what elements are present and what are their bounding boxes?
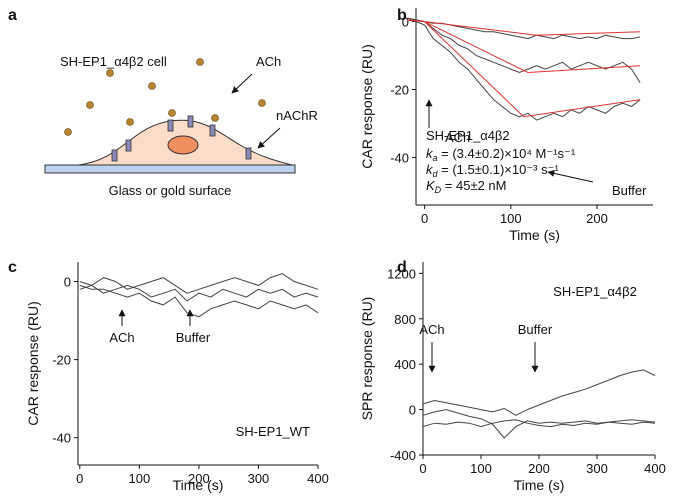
parameter: KD = 45±2 nM [426, 178, 506, 195]
series-line [422, 419, 656, 428]
x-tick-label: 200 [528, 461, 550, 476]
x-axis-title: Time (s) [173, 477, 224, 493]
y-tick-label: 400 [394, 357, 416, 372]
y-tick-label: -40 [390, 150, 409, 165]
nucleus [167, 135, 199, 155]
parameter: ka = (3.4±0.2)×10⁴ M⁻¹s⁻¹ [426, 146, 576, 163]
x-tick-label: 0 [419, 461, 426, 476]
annotation: ACh [445, 130, 470, 145]
y-tick-label: -400 [390, 448, 416, 463]
series-line [407, 17, 641, 83]
annotation: ACh [419, 322, 444, 337]
y-tick-label: 0 [409, 403, 416, 418]
parameter-value: = (1.5±0.1)×10⁻³ s⁻¹ [438, 162, 560, 177]
x-axis-title: Time (s) [509, 227, 560, 243]
y-tick-label: 800 [394, 312, 416, 327]
y-axis-title: CAR response (RU) [25, 301, 41, 425]
annotation: SH-EP1_α4β2 [426, 128, 510, 143]
y-tick-label: 1200 [387, 266, 416, 281]
surface-label: Glass or gold surface [109, 183, 232, 198]
y-tick-label: 0 [402, 15, 409, 30]
parameter-value: = 45±2 nM [441, 178, 506, 193]
parameter-value: = (3.4±0.2)×10⁴ M⁻¹s⁻¹ [438, 146, 576, 161]
x-tick-label: 0 [421, 211, 428, 226]
x-axis-title: Time (s) [514, 477, 565, 493]
receptor-label: nAChR [276, 108, 318, 123]
y-tick-label: -20 [52, 353, 71, 368]
annotation: Buffer [612, 183, 647, 198]
panel-label: a [8, 7, 17, 24]
annotation: Buffer [176, 330, 211, 345]
annotation: ACh [109, 330, 134, 345]
arrow [231, 73, 253, 94]
x-tick-label: 200 [188, 471, 210, 486]
series-line [79, 273, 319, 294]
x-tick-label: 100 [500, 211, 522, 226]
x-tick-label: 0 [76, 471, 83, 486]
panel-label: d [397, 259, 407, 276]
series-line [79, 284, 319, 318]
surface [44, 164, 296, 174]
panel-label: c [8, 259, 17, 276]
series-line [79, 284, 319, 302]
annotation: Buffer [518, 322, 553, 337]
y-tick-label: 0 [64, 275, 71, 290]
cell-label: SH-EP1_α4β2 cell [60, 54, 167, 69]
series-line [422, 369, 656, 416]
x-tick-label: 100 [470, 461, 492, 476]
series-line [407, 19, 641, 36]
x-tick-label: 400 [307, 471, 329, 486]
symbol: k [426, 146, 434, 161]
x-tick-label: 200 [586, 211, 608, 226]
panel-label: b [397, 7, 407, 24]
subscript: a [433, 153, 438, 163]
ligands [64, 58, 266, 136]
arrow [257, 127, 281, 149]
arrow [547, 169, 594, 183]
x-tick-label: 100 [128, 471, 150, 486]
annotation: SH-EP1_WT [236, 424, 310, 439]
symbol: K [426, 178, 436, 193]
diagram: a SH-EP1_α4β2 cell ACh nAChR Glass or go… [8, 7, 318, 198]
subscript: D [435, 185, 442, 195]
y-tick-label: -40 [52, 431, 71, 446]
symbol: k [426, 162, 434, 177]
y-tick-label: -20 [390, 83, 409, 98]
x-tick-label: 300 [248, 471, 270, 486]
x-tick-label: 400 [644, 461, 666, 476]
series-line [422, 409, 656, 439]
series-line [407, 19, 641, 118]
y-axis-title: SPR response (RU) [359, 297, 375, 421]
series-line [407, 19, 641, 121]
ligand-label: ACh [256, 54, 281, 69]
y-axis-title: CAR response (RU) [359, 44, 375, 168]
x-tick-label: 300 [586, 461, 608, 476]
receptors [111, 115, 252, 162]
subscript: d [433, 169, 439, 179]
annotation: SH-EP1_α4β2 [553, 284, 637, 299]
parameter: kd = (1.5±0.1)×10⁻³ s⁻¹ [426, 162, 559, 179]
